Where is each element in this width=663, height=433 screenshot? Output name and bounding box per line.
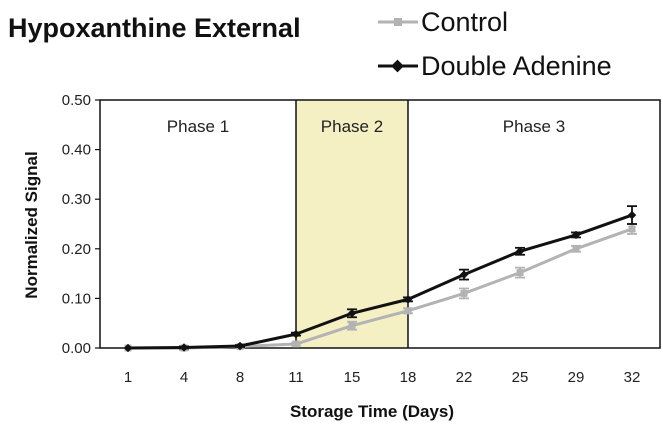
data-point — [292, 340, 300, 348]
x-tick-label: 4 — [180, 369, 188, 386]
y-tick-label: 0.10 — [62, 290, 91, 307]
phase-1-label: Phase 1 — [167, 117, 229, 136]
data-point — [235, 341, 245, 351]
data-point — [291, 329, 301, 339]
data-point — [460, 289, 468, 297]
legend-label-control: Control — [421, 7, 508, 37]
phase-2-label: Phase 2 — [321, 117, 383, 136]
data-point — [347, 309, 357, 318]
data-point — [123, 343, 133, 353]
x-axis-label: Storage Time (Days) — [290, 402, 454, 421]
series-layer — [123, 205, 637, 353]
x-tick-label: 29 — [568, 369, 585, 386]
legend-marker-double-adenine — [391, 59, 404, 73]
x-axis-ticks: 1 4 8 11 15 18 22 25 29 32 — [124, 369, 641, 386]
data-point — [348, 322, 356, 330]
y-tick-label: 0.20 — [62, 241, 91, 258]
x-tick-label: 25 — [512, 369, 529, 386]
x-tick-label: 15 — [344, 369, 361, 386]
phase-3-label: Phase 3 — [503, 117, 565, 136]
data-point — [628, 225, 636, 233]
x-tick-label: 22 — [456, 369, 473, 386]
legend-marker-control — [394, 18, 402, 26]
y-tick-label: 0.00 — [62, 340, 91, 357]
y-tick-label: 0.50 — [62, 92, 91, 109]
legend: Control Double Adenine — [378, 7, 612, 81]
x-tick-label: 18 — [400, 369, 417, 386]
data-point — [572, 245, 580, 253]
plot-frame — [99, 99, 661, 349]
y-axis-label: Normalized Signal — [22, 151, 41, 298]
x-tick-label: 32 — [624, 369, 641, 386]
chart-title: Hypoxanthine External — [8, 13, 301, 43]
data-point — [179, 343, 189, 352]
data-point — [627, 210, 637, 220]
data-point — [404, 307, 412, 315]
x-tick-label: 1 — [124, 369, 132, 386]
data-point — [459, 270, 469, 279]
y-tick-label: 0.40 — [62, 142, 91, 159]
series-line — [127, 213, 633, 350]
data-point — [403, 295, 413, 304]
x-tick-label: 8 — [236, 369, 244, 386]
legend-label-double-adenine: Double Adenine — [421, 51, 612, 81]
y-tick-label: 0.30 — [62, 191, 91, 208]
phase-2-region — [296, 100, 408, 348]
y-axis-ticks: 0.00 0.10 0.20 0.30 0.40 0.50 — [62, 92, 100, 357]
data-point — [516, 269, 524, 277]
series-double-adenine — [123, 205, 637, 353]
x-tick-label: 11 — [288, 369, 304, 386]
